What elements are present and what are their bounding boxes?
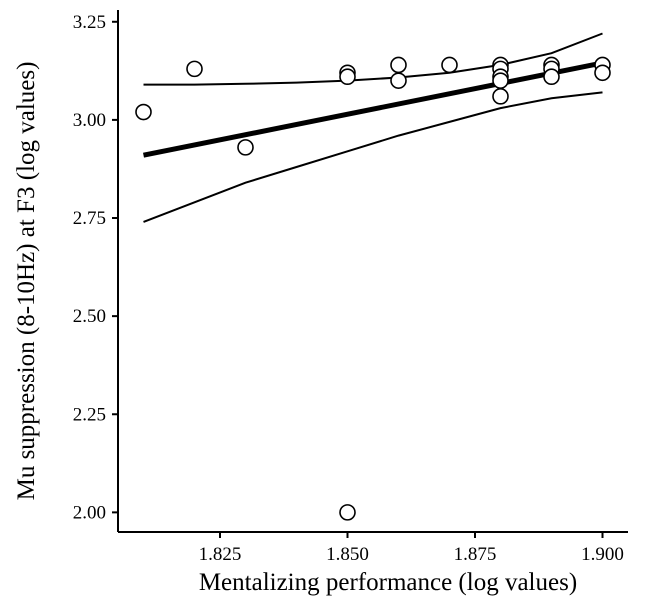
y-axis-title: Mu suppression (8-10Hz) at F3 (log value…: [13, 62, 40, 501]
data-point: [594, 64, 611, 82]
data-point: [339, 68, 356, 86]
data-point: [390, 72, 407, 89]
x-tick-label: 1.825: [199, 544, 242, 565]
data-point: [135, 103, 152, 121]
data-point: [543, 68, 560, 86]
data-point: [492, 88, 509, 105]
y-tick-label: 2.50: [73, 306, 106, 327]
data-points: [135, 56, 611, 521]
data-point: [441, 56, 458, 74]
y-tick-label: 3.00: [73, 110, 106, 131]
y-tick-label: 2.75: [73, 208, 106, 229]
regression-line: [143, 60, 603, 158]
data-point: [339, 504, 356, 521]
y-tick-label: 2.00: [73, 502, 106, 523]
x-tick-label: 1.900: [581, 544, 624, 565]
y-tick-label: 3.25: [73, 12, 106, 33]
data-point: [492, 72, 509, 89]
ci-upper-line: [143, 32, 603, 86]
axes: 2.00 2.25 2.50 2.75 3.00 3.25 1.825 1.850 1.875 1…: [73, 10, 628, 565]
confidence-band: [143, 32, 603, 223]
x-tick-label: 1.875: [454, 544, 497, 565]
data-point: [186, 60, 203, 78]
regression-line-group: [143, 60, 603, 158]
x-tick-label: 1.850: [326, 544, 369, 565]
y-tick-label: 2.25: [73, 404, 106, 425]
x-axis-title: Mentalizing performance (log values): [199, 569, 577, 596]
ci-lower-line: [143, 91, 603, 223]
data-point: [390, 56, 407, 74]
data-point: [237, 139, 254, 156]
